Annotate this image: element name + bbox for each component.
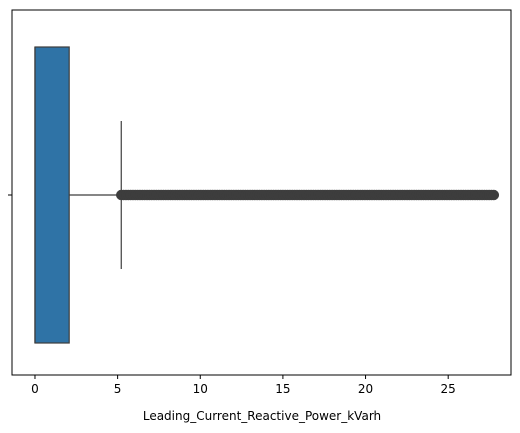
outlier-point	[488, 189, 500, 201]
x-tick-label: 10	[193, 382, 208, 396]
x-tick-label: 15	[275, 382, 290, 396]
x-axis-label: Leading_Current_Reactive_Power_kVarh	[143, 409, 381, 423]
x-tick-label: 0	[31, 382, 39, 396]
x-tick-label: 25	[441, 382, 456, 396]
box-marks	[34, 46, 500, 344]
x-tick-label: 5	[114, 382, 122, 396]
x-axis: 0 5 10 15 20 25	[31, 375, 456, 396]
x-tick-label: 20	[358, 382, 373, 396]
plot-area	[11, 9, 512, 376]
iqr-box	[34, 46, 70, 344]
axes-frame	[11, 9, 512, 376]
outlier-points	[116, 189, 500, 201]
